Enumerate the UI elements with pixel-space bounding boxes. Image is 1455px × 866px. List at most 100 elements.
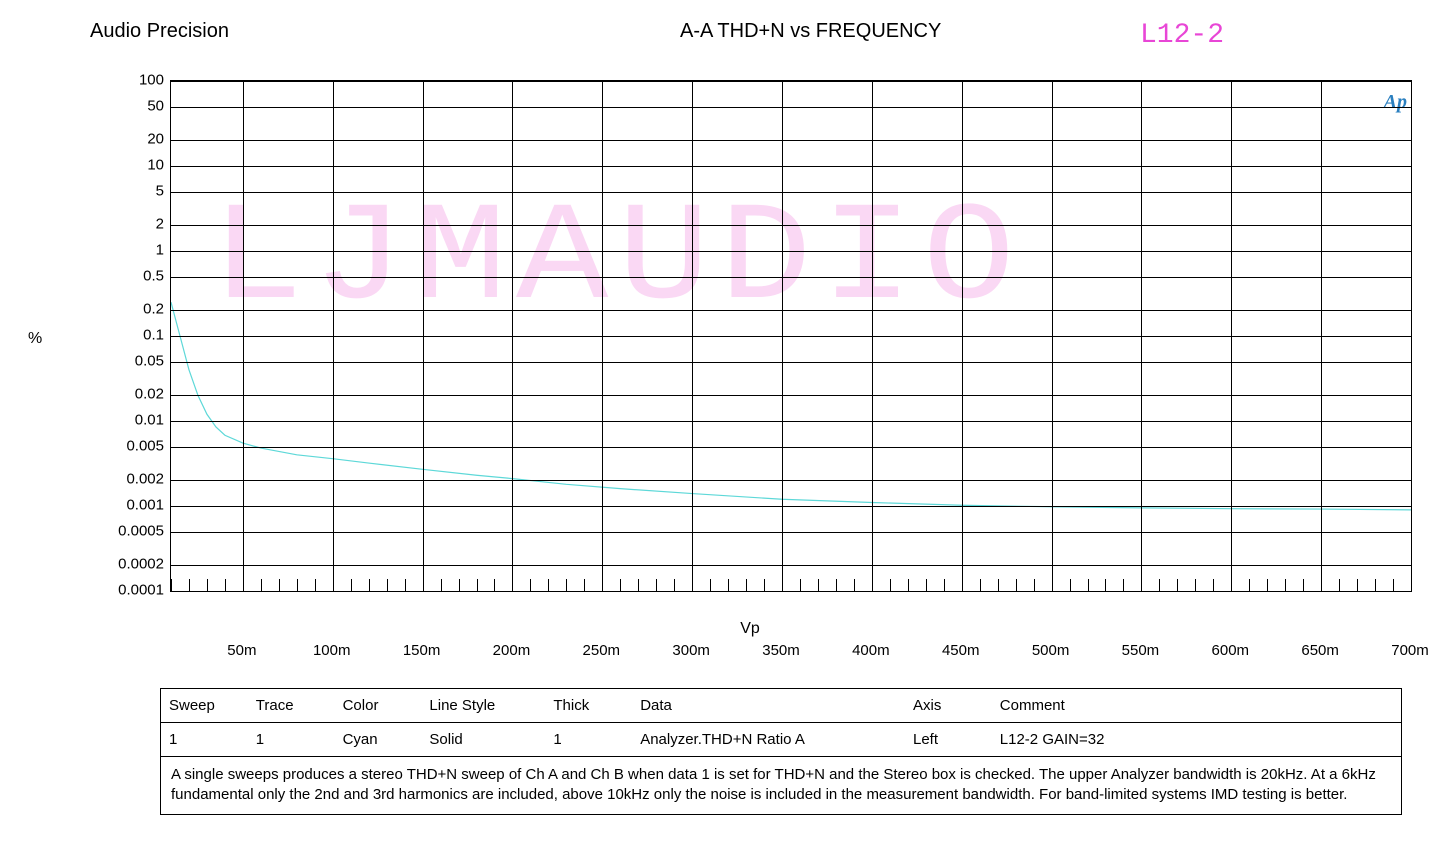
y-tick-label: 5 (90, 182, 164, 199)
x-tick-label: 50m (227, 642, 256, 659)
y-tick-label: 0.002 (90, 471, 164, 488)
y-tick-label: 100 (90, 72, 164, 89)
x-tick-label: 700m (1391, 642, 1429, 659)
y-tick-label: 10 (90, 157, 164, 174)
grid-line-vertical (692, 81, 693, 591)
x-tick-minor (1159, 579, 1160, 591)
grid-line-horizontal (171, 506, 1411, 507)
y-tick-label: 0.05 (90, 352, 164, 369)
grid-line-horizontal (171, 225, 1411, 226)
x-tick-minor (1088, 579, 1089, 591)
x-tick-minor (908, 579, 909, 591)
legend-table: SweepTraceColorLine StyleThickDataAxisCo… (160, 688, 1402, 815)
x-tick-minor (459, 579, 460, 591)
x-tick-minor (710, 579, 711, 591)
x-tick-minor (1339, 579, 1340, 591)
grid-line-horizontal (171, 277, 1411, 278)
page-header: Audio Precision A-A THD+N vs FREQUENCY L… (0, 0, 1455, 50)
legend-column-header: Line Style (421, 689, 545, 723)
x-tick-minor (387, 579, 388, 591)
chart-container: % 1005020105210.50.20.10.050.020.010.005… (90, 80, 1410, 638)
ap-logo: Ap (1384, 91, 1407, 114)
x-tick-minor (1177, 579, 1178, 591)
x-axis-label: Vp (90, 620, 1410, 638)
legend-column-header: Comment (992, 689, 1401, 723)
plot-area: LJMAUDIO Ap (170, 80, 1412, 592)
x-tick-label: 500m (1032, 642, 1070, 659)
x-tick-minor (818, 579, 819, 591)
grid-line-horizontal (171, 310, 1411, 311)
x-tick-minor (477, 579, 478, 591)
grid-line-vertical (872, 81, 873, 591)
x-tick-minor (674, 579, 675, 591)
legend-cell: 1 (161, 723, 248, 757)
legend-column-header: Axis (905, 689, 992, 723)
x-tick-minor (620, 579, 621, 591)
legend-cell: L12-2 GAIN=32 (992, 723, 1401, 757)
y-tick-label: 0.1 (90, 327, 164, 344)
grid-line-vertical (1141, 81, 1142, 591)
legend-column-header: Sweep (161, 689, 248, 723)
x-tick-minor (548, 579, 549, 591)
grid-line-horizontal (171, 336, 1411, 337)
x-tick-minor (207, 579, 208, 591)
x-tick-minor (980, 579, 981, 591)
grid-line-vertical (333, 81, 334, 591)
legend-cell: Analyzer.THD+N Ratio A (632, 723, 905, 757)
x-tick-label: 350m (762, 642, 800, 659)
grid-line-vertical (1321, 81, 1322, 591)
grid-line-horizontal (171, 362, 1411, 363)
x-tick-minor (854, 579, 855, 591)
x-tick-label: 400m (852, 642, 890, 659)
grid-line-horizontal (171, 140, 1411, 141)
grid-line-horizontal (171, 532, 1411, 533)
legend-cell: Cyan (335, 723, 422, 757)
x-tick-minor (926, 579, 927, 591)
x-tick-minor (405, 579, 406, 591)
legend-column-header: Thick (545, 689, 632, 723)
x-tick-label: 550m (1122, 642, 1160, 659)
x-tick-minor (1249, 579, 1250, 591)
x-tick-label: 200m (493, 642, 531, 659)
x-tick-label: 250m (583, 642, 621, 659)
legend-cell: Left (905, 723, 992, 757)
grid-line-horizontal (171, 251, 1411, 252)
x-tick-label: 300m (672, 642, 710, 659)
legend-cell: 1 (248, 723, 335, 757)
x-tick-minor (1357, 579, 1358, 591)
x-tick-label: 450m (942, 642, 980, 659)
x-tick-minor (890, 579, 891, 591)
grid-line-vertical (1052, 81, 1053, 591)
legend-column-header: Data (632, 689, 905, 723)
grid-line-vertical (512, 81, 513, 591)
x-tick-minor (351, 579, 352, 591)
y-tick-label: 50 (90, 97, 164, 114)
x-tick-minor (1393, 579, 1394, 591)
model-label: L12-2 (1140, 20, 1224, 51)
grid-line-horizontal (171, 480, 1411, 481)
x-tick-minor (836, 579, 837, 591)
x-tick-minor (1267, 579, 1268, 591)
x-tick-minor (998, 579, 999, 591)
x-tick-minor (1034, 579, 1035, 591)
x-tick-minor (1016, 579, 1017, 591)
x-tick-label: 650m (1301, 642, 1339, 659)
y-tick-label: 0.0005 (90, 522, 164, 539)
x-tick-minor (189, 579, 190, 591)
x-tick-minor (1303, 579, 1304, 591)
x-tick-minor (225, 579, 226, 591)
x-tick-minor (728, 579, 729, 591)
x-tick-minor (1123, 579, 1124, 591)
grid-line-horizontal (171, 447, 1411, 448)
x-tick-minor (584, 579, 585, 591)
grid-line-vertical (782, 81, 783, 591)
x-tick-minor (1213, 579, 1214, 591)
x-tick-minor (530, 579, 531, 591)
x-tick-minor (1375, 579, 1376, 591)
x-tick-label: 600m (1212, 642, 1250, 659)
grid-line-horizontal (171, 81, 1411, 82)
x-tick-minor (638, 579, 639, 591)
grid-line-horizontal (171, 192, 1411, 193)
y-tick-label: 0.0001 (90, 582, 164, 599)
y-axis-label: % (28, 330, 42, 348)
